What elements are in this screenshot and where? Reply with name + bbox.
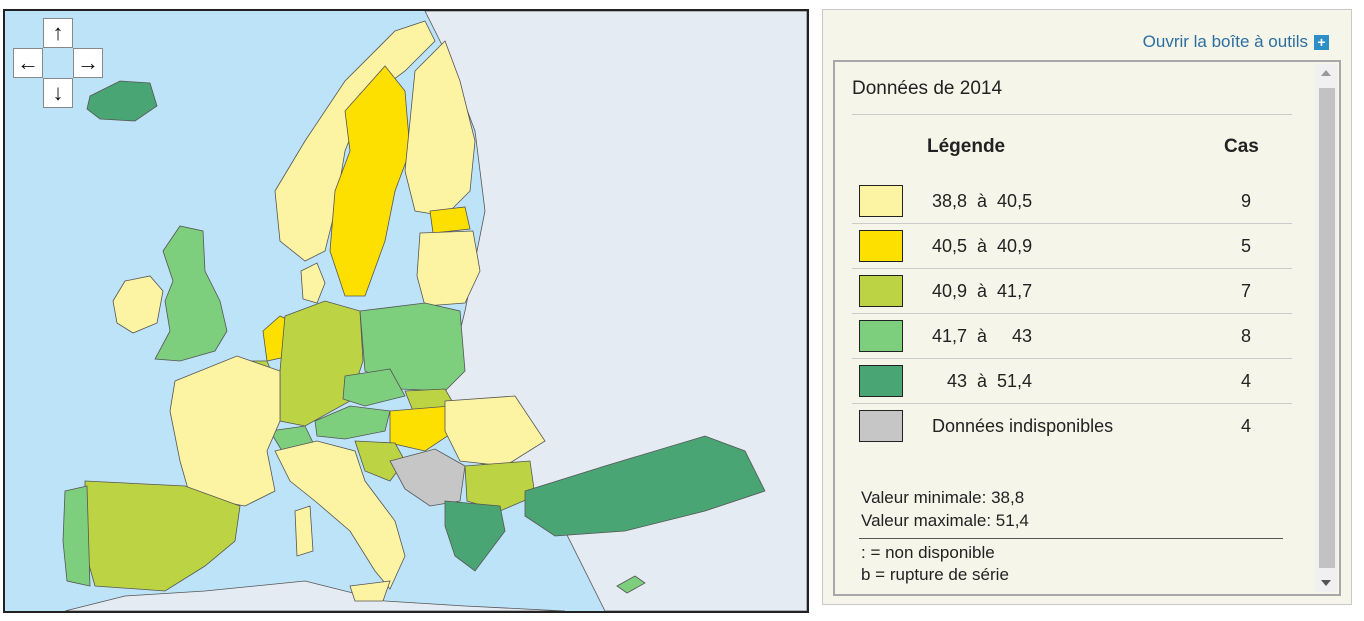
divider xyxy=(852,114,1292,115)
region-czechia xyxy=(342,368,406,407)
region-france xyxy=(169,355,281,507)
legend-range-label: 41,7 à 43 xyxy=(932,326,1033,346)
region-hungary xyxy=(389,405,456,452)
region-turkey xyxy=(524,435,766,537)
legend-count: 9 xyxy=(1240,191,1251,211)
region-sweden xyxy=(329,65,411,297)
note-series-break: b = rupture de série xyxy=(861,565,1009,584)
pan-left-button[interactable]: ← xyxy=(13,48,43,78)
legend-row: 40,5 à 40,9 5 xyxy=(852,224,1292,269)
min-value: Valeur minimale: 38,8 xyxy=(861,488,1025,507)
region-estonia xyxy=(429,206,471,234)
region-finland xyxy=(404,40,476,217)
legend-range-label: 40,9 à 41,7 xyxy=(932,281,1033,301)
legend-count: 5 xyxy=(1240,236,1251,256)
pan-up-button[interactable]: ↑ xyxy=(43,18,73,48)
region-bulgaria xyxy=(464,460,536,512)
legend-box: Données de 2014 Légende Cas 38,8 à 40,5 … xyxy=(833,60,1341,596)
legend-panel: Ouvrir la boîte à outils + Données de 20… xyxy=(822,9,1352,605)
scroll-down-icon[interactable] xyxy=(1321,580,1331,586)
legend-swatch xyxy=(859,275,903,307)
north-africa xyxy=(64,580,566,611)
region-united-kingdom xyxy=(154,225,228,362)
scrollbar[interactable] xyxy=(1315,64,1337,592)
pan-down-button[interactable]: ↓ xyxy=(43,78,73,108)
count-header: Cas xyxy=(1224,136,1259,157)
region-sicily xyxy=(349,580,391,602)
region-sardinia xyxy=(294,505,314,557)
region-baltics xyxy=(416,230,481,307)
legend-count: 4 xyxy=(1240,416,1251,436)
legend-row: 41,7 à 43 8 xyxy=(852,314,1292,359)
legend-row: 38,8 à 40,5 9 xyxy=(852,179,1292,224)
legend-count: 8 xyxy=(1240,326,1251,346)
legend-row: Données indisponibles 4 xyxy=(852,404,1292,449)
legend-row: 40,9 à 41,7 7 xyxy=(852,269,1292,314)
legend-swatch xyxy=(859,320,903,352)
legend-swatch xyxy=(859,230,903,262)
legend-count: 7 xyxy=(1240,281,1251,301)
region-italy xyxy=(274,440,406,590)
legend-swatch xyxy=(859,185,903,217)
max-value: Valeur maximale: 51,4 xyxy=(861,511,1029,530)
open-toolbox-link[interactable]: Ouvrir la boîte à outils + xyxy=(1143,32,1329,52)
legend-range-label: 40,5 à 40,9 xyxy=(932,236,1033,256)
pan-right-button[interactable]: → xyxy=(73,48,103,78)
scroll-thumb[interactable] xyxy=(1319,88,1335,568)
region-portugal xyxy=(62,485,91,587)
region-greece xyxy=(444,500,506,572)
region-iceland xyxy=(86,80,158,122)
europe-map[interactable] xyxy=(5,11,807,611)
region-cyprus xyxy=(616,575,646,594)
legend-header: Légende xyxy=(927,136,1006,157)
note-unavailable: : = non disponible xyxy=(861,543,995,562)
legend-count: 4 xyxy=(1240,371,1251,391)
region-ireland xyxy=(112,275,164,334)
legend-range-label: 38,8 à 40,5 xyxy=(932,191,1033,211)
region-austria xyxy=(314,405,391,440)
year-title: Données de 2014 xyxy=(852,78,1003,99)
divider xyxy=(859,538,1283,539)
region-no-data-balkans xyxy=(389,448,466,507)
legend-range-label: 43 à 51,4 xyxy=(932,371,1033,391)
legend-range-label: Données indisponibles xyxy=(932,416,1114,436)
map-frame[interactable]: ↑ ← → ↓ xyxy=(3,9,809,613)
legend-swatch xyxy=(859,410,903,442)
scroll-up-icon[interactable] xyxy=(1321,70,1331,76)
plus-icon[interactable]: + xyxy=(1314,34,1329,50)
region-denmark xyxy=(300,262,326,304)
open-toolbox-label[interactable]: Ouvrir la boîte à outils xyxy=(1142,32,1308,51)
legend-swatch xyxy=(859,365,903,397)
legend-row: 43 à 51,4 4 xyxy=(852,359,1292,404)
